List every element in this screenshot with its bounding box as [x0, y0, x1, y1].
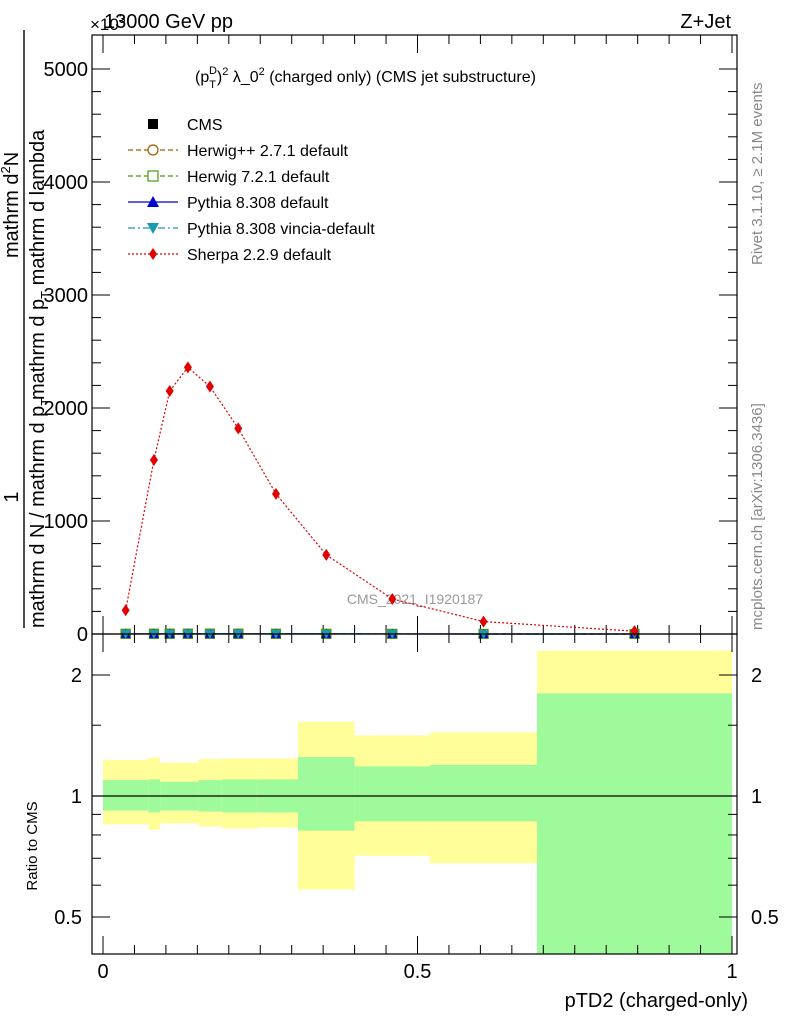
data-point [271, 487, 280, 500]
ratio-y-tick-label-right: 2 [751, 665, 762, 687]
ratio-panel: 0.5 0.5 1 1 2 2 0 0.5 1 [54, 633, 779, 983]
legend-entry: Sherpa 2.2.9 default [128, 247, 332, 264]
exponent-label: ×103 [90, 12, 126, 34]
data-point [183, 361, 192, 374]
y-label-numerator-text: mathrm d2N [0, 152, 23, 258]
ratio-y-tick-label-right: 0.5 [751, 907, 779, 929]
legend-marker [147, 196, 159, 207]
ratio-y-label: Ratio to CMS [24, 801, 41, 890]
legend-entry: Herwig 7.2.1 default [128, 169, 330, 186]
data-point [479, 615, 488, 628]
legend-marker [149, 248, 157, 260]
y-tick-label: 3000 [44, 285, 89, 307]
ratio-y-tick-label: 0.5 [54, 907, 82, 929]
y-tick-label: 4000 [44, 172, 89, 194]
data-point [388, 592, 397, 605]
data-point [322, 548, 331, 561]
ratio-y-tick-label: 2 [71, 665, 82, 687]
legend-entry: CMS [148, 117, 223, 134]
x-tick-label: 0 [97, 961, 108, 983]
legend-marker [147, 223, 159, 234]
ratio-band-inner [430, 764, 538, 822]
y-tick-label: 2000 [44, 398, 89, 420]
legend-label: Pythia 8.308 default [187, 195, 329, 212]
mcplots-label: mcplots.cern.ch [arXiv:1306.3436] [749, 403, 766, 630]
legend-marker [147, 170, 159, 182]
legend-marker [147, 144, 159, 156]
x-tick-label: 0.5 [404, 961, 432, 983]
data-point [165, 385, 174, 398]
legend-entry: Pythia 8.308 vincia-default [128, 221, 375, 238]
legend-label: Pythia 8.308 vincia-default [187, 221, 375, 238]
legend-label: CMS [187, 117, 223, 134]
ratio-band-inner [537, 693, 732, 954]
main-panel: 0 1000 2000 3000 4000 5000 [44, 34, 738, 646]
x-axis-label: pTD2 (charged-only) [565, 990, 748, 1012]
y-label-one: 1 [1, 491, 23, 502]
energy-label: 13000 GeV pp [104, 11, 233, 33]
ratio-y-tick-label: 1 [71, 786, 82, 808]
analysis-watermark: CMS_2021_I1920187 [347, 591, 483, 607]
data-point [149, 453, 158, 466]
data-point [121, 604, 130, 617]
legend-entry: Pythia 8.308 default [128, 195, 329, 212]
legend: CMS Herwig++ 2.7.1 default Herwig 7.2.1 de… [128, 117, 375, 264]
legend-entry: Herwig++ 2.7.1 default [128, 143, 349, 160]
legend-label: Herwig 7.2.1 default [187, 169, 330, 186]
ratio-band-inner [297, 757, 355, 831]
process-label: Z+Jet [680, 11, 731, 33]
legend-label: Herwig++ 2.7.1 default [187, 143, 349, 160]
ratio-y-tick-label-right: 1 [751, 786, 762, 808]
rivet-label: Rivet 3.1.10, ≥ 2.1M events [749, 83, 766, 266]
y-tick-label: 0 [77, 624, 88, 646]
ratio-band-inner [103, 780, 149, 811]
y-label-denominator: mathrm d N / mathrm d pT [27, 398, 53, 628]
legend-marker [148, 119, 158, 129]
y-tick-label: 5000 [44, 59, 89, 81]
legend-label: Sherpa 2.2.9 default [187, 247, 332, 264]
plot-title: (pTD)2 λ_02 (charged only) (CMS jet subs… [195, 65, 536, 91]
y-tick-label: 1000 [44, 511, 89, 533]
y-label-numerator-2: mathrm d pT mathrm d lambda [27, 129, 53, 400]
main-y-axis-label: 1 mathrm d N / mathrm d pT mathrm d2N ma… [0, 30, 53, 628]
x-tick-label: 1 [726, 961, 737, 983]
ratio-band-inner [354, 766, 431, 822]
data-point [234, 422, 243, 435]
data-point [205, 380, 214, 393]
ratio-frame [91, 633, 738, 955]
